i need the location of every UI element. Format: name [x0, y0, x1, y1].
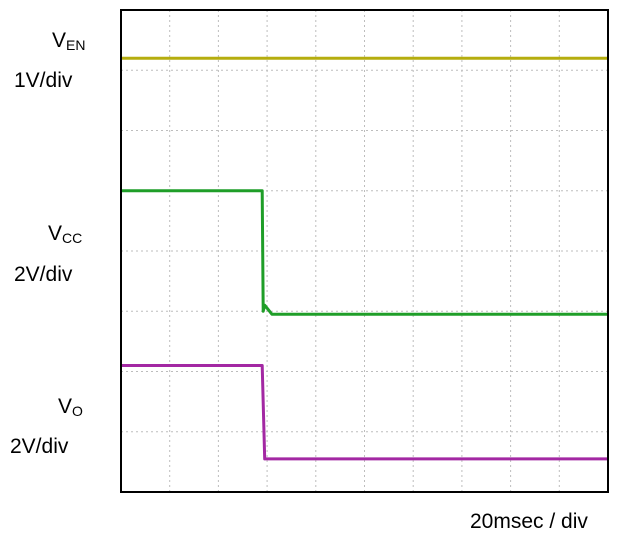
time-scale-label: 20msec / div — [470, 510, 588, 533]
vo-scale: 2V/div — [10, 435, 69, 458]
trace-vcc — [121, 189, 608, 316]
vo-label: VO — [58, 395, 83, 419]
vcc-scale: 2V/div — [14, 263, 73, 286]
ven-scale: 1V/div — [14, 69, 73, 92]
vcc-label: VCC — [48, 222, 83, 246]
plot-frame — [120, 9, 609, 493]
trace-vo — [121, 364, 608, 461]
ven-label: VEN — [52, 29, 86, 53]
